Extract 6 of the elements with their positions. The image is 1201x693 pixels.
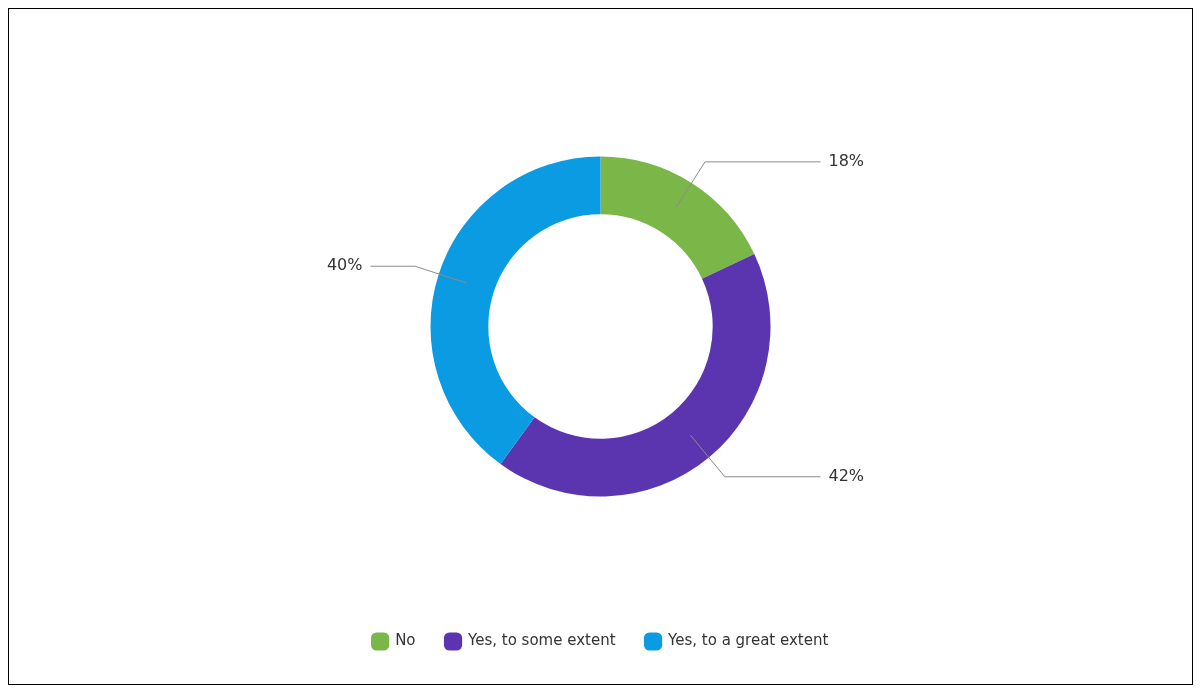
data-label: 18% — [828, 151, 865, 171]
data-label: 40% — [326, 255, 363, 275]
data-label: 42% — [828, 465, 865, 485]
legend-label: Yes, to a great extent — [667, 631, 829, 650]
legend-label: No — [395, 631, 416, 650]
legend-label: Yes, to some extent — [467, 631, 616, 650]
